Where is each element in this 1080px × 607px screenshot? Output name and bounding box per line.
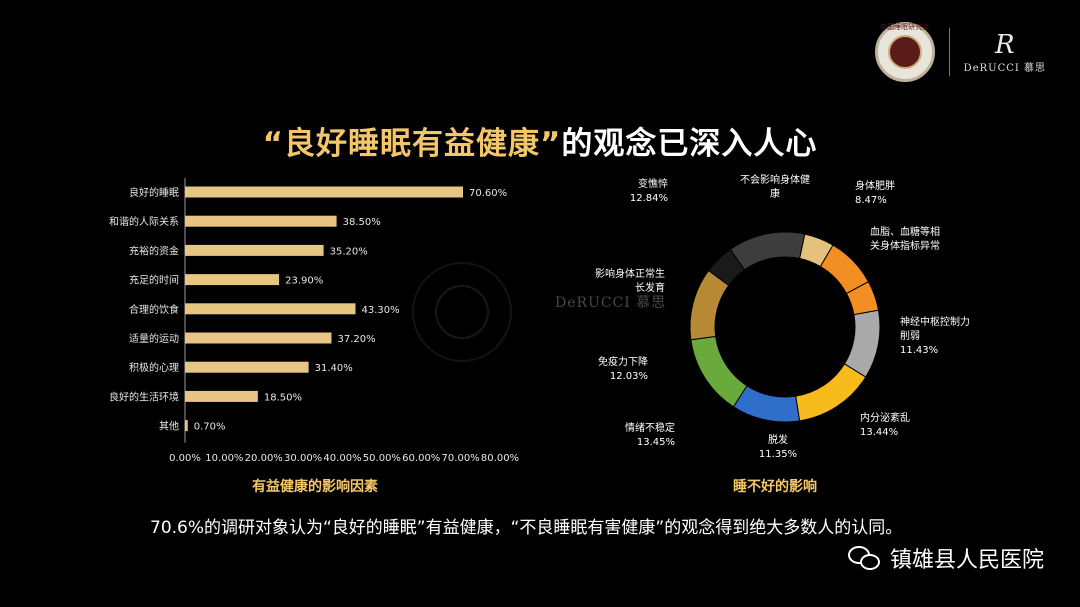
seal-watermark xyxy=(412,262,512,362)
bar-value-label: 35.20% xyxy=(330,246,368,257)
slice-label: 长发育 xyxy=(635,281,665,294)
header-logos: 中国睡眠研究会 R DeRUCCI 慕思 xyxy=(874,22,1046,82)
bar-category-label: 和谐的人际关系 xyxy=(109,215,179,228)
account-name: 镇雄县人民医院 xyxy=(889,548,1044,573)
bar-value-label: 70.60% xyxy=(469,188,507,199)
title-highlight: “良好睡眠有益健康” xyxy=(262,126,562,162)
slice-label: 内分泌紊乱 xyxy=(860,411,910,424)
slice-value-label: 8.47% xyxy=(855,195,887,206)
bar xyxy=(185,244,324,256)
bar-chart-title: 有益健康的影响因素 xyxy=(252,479,378,495)
slice-label: 关身体指标异常 xyxy=(870,239,940,252)
x-tick-label: 60.00% xyxy=(402,453,440,464)
slice-value-label: 12.03% xyxy=(610,371,648,382)
donut-slice xyxy=(690,335,748,408)
bar xyxy=(185,390,258,402)
bar xyxy=(185,361,309,373)
x-tick-label: 30.00% xyxy=(284,453,322,464)
x-tick-label: 10.00% xyxy=(205,453,243,464)
slice-label: 变憔悴 xyxy=(638,177,668,190)
bar-category-label: 充足的时间 xyxy=(129,274,179,287)
seal-emblem xyxy=(887,35,922,69)
bar-category-label: 充裕的资金 xyxy=(129,244,179,257)
slice-value-label: 11.35% xyxy=(759,449,797,460)
slice-label: 削弱 xyxy=(900,329,920,342)
watermark-brand-name: DeRUCCI 慕思 xyxy=(555,295,667,311)
brand-name: DeRUCCI 慕思 xyxy=(963,62,1046,74)
page-title: “良好睡眠有益健康”的观念已深入人心 xyxy=(0,118,1080,163)
wechat-account: 镇雄县人民医院 xyxy=(847,542,1044,574)
slice-label: 影响身体正常生 xyxy=(595,267,665,280)
x-tick-label: 70.00% xyxy=(442,453,480,464)
bar-category-label: 良好的生活环境 xyxy=(109,390,179,403)
slice-label: 情绪不稳定 xyxy=(625,421,675,434)
bar-value-label: 43.30% xyxy=(361,305,399,316)
slice-value-label: 13.45% xyxy=(637,437,675,448)
bar-category-label: 良好的睡眠 xyxy=(129,186,179,199)
x-tick-label: 80.00% xyxy=(481,453,519,464)
bar-value-label: 31.40% xyxy=(315,363,353,374)
slice-label: 康 xyxy=(770,187,780,200)
slice-label: 免疫力下降 xyxy=(598,355,648,368)
bar xyxy=(185,274,280,286)
donut-slice xyxy=(795,363,867,422)
derucci-logo: R DeRUCCI 慕思 xyxy=(964,31,1046,74)
x-tick-label: 0.00% xyxy=(169,453,201,464)
bar xyxy=(185,215,337,227)
slice-label: 神经中枢控制力 xyxy=(900,315,970,328)
bar-value-label: 23.90% xyxy=(285,276,323,287)
x-tick-label: 40.00% xyxy=(323,453,361,464)
slice-value-label: 13.44% xyxy=(860,427,898,438)
bar xyxy=(185,420,188,432)
sleep-research-seal-logo: 中国睡眠研究会 xyxy=(874,22,935,82)
bar-category-label: 积极的心理 xyxy=(129,361,179,374)
bar xyxy=(185,332,332,344)
bar-category-label: 其他 xyxy=(159,420,179,433)
donut-chart-title: 睡不好的影响 xyxy=(733,479,817,495)
bar-chart: 良好的睡眠 70.60% 和谐的人际关系 38.50% 充裕的资金 35.20% 充足的时间… xyxy=(109,178,519,464)
wechat-icon xyxy=(847,544,882,572)
bar-value-label: 38.50% xyxy=(343,217,381,228)
bar-value-label: 37.20% xyxy=(337,334,375,345)
summary-text: 70.6%的调研对象认为“良好的睡眠”有益健康，“不良睡眠有害健康”的观念得到绝… xyxy=(150,518,903,538)
slice-label: 身体肥胖 xyxy=(855,179,895,192)
bar xyxy=(185,303,356,315)
bar-value-label: 18.50% xyxy=(264,392,302,403)
bar-category-label: 适量的运动 xyxy=(129,332,179,345)
x-tick-label: 50.00% xyxy=(363,453,401,464)
bar-category-label: 合理的饮食 xyxy=(129,303,179,316)
bar-value-label: 0.70% xyxy=(194,422,226,433)
slice-label: 血脂、血糖等相 xyxy=(870,225,940,238)
title-rest: 的观念已深入人心 xyxy=(561,126,818,162)
x-tick-label: 20.00% xyxy=(245,453,283,464)
slice-label: 不会影响身体健 xyxy=(740,173,810,186)
slice-value-label: 11.43% xyxy=(900,345,938,356)
logo-divider xyxy=(948,28,950,76)
brand-mark: R xyxy=(995,29,1015,60)
slice-label: 脱发 xyxy=(768,433,788,446)
donut-slice xyxy=(729,231,806,271)
seal-text: 中国睡眠研究会 xyxy=(880,23,930,31)
slice-value-label: 12.84% xyxy=(630,193,668,204)
bar xyxy=(185,186,463,198)
brand-watermark: DeRUCCI 慕思 xyxy=(555,262,666,312)
